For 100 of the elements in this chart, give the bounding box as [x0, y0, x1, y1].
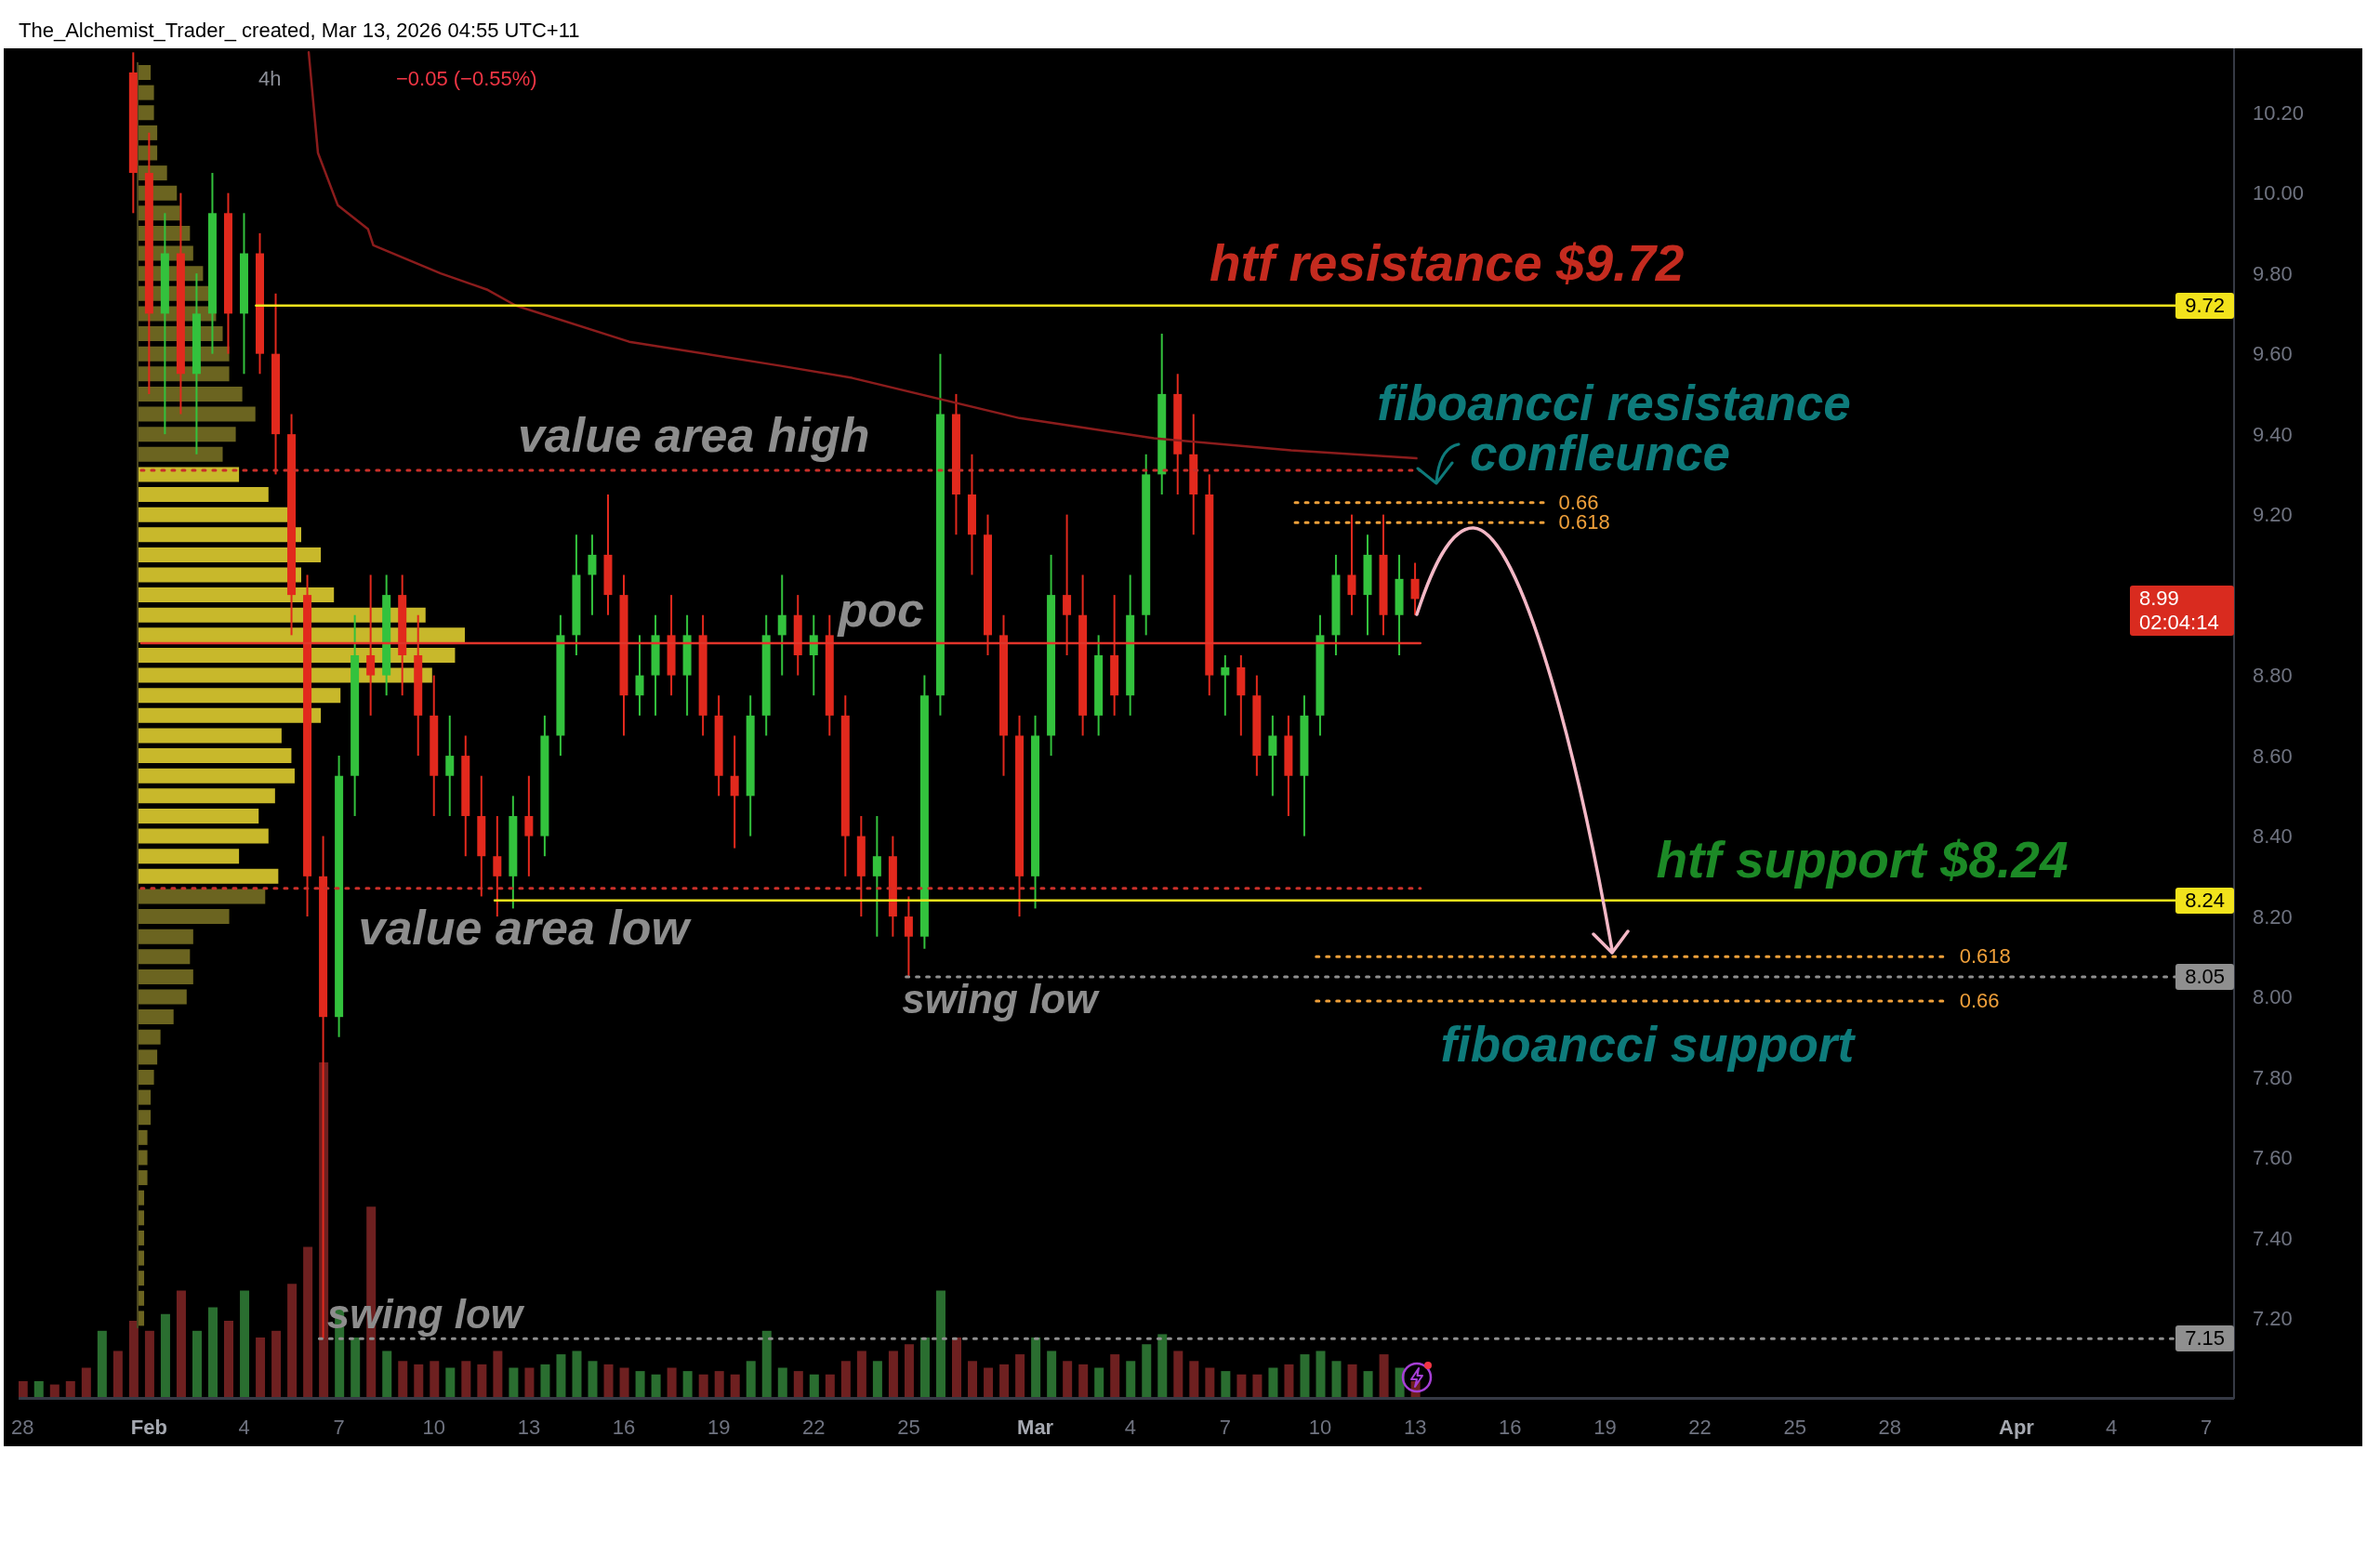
bar — [1363, 1371, 1373, 1398]
bar — [138, 1110, 152, 1126]
x-tick-label: 7 — [2201, 1416, 2213, 1439]
candlestick — [777, 573, 787, 677]
bar — [65, 1380, 75, 1398]
bar — [33, 1380, 44, 1398]
bar — [138, 1129, 148, 1145]
bar — [1205, 1367, 1215, 1398]
bar — [138, 467, 240, 482]
bar — [271, 1330, 282, 1398]
bar — [287, 1284, 298, 1398]
bar — [138, 989, 187, 1005]
bar — [1078, 1364, 1089, 1398]
candlestick — [1063, 513, 1072, 656]
bar — [682, 1371, 693, 1398]
bar — [398, 1361, 408, 1398]
annotation: −0.05 (−0.55%) — [396, 67, 537, 91]
bar — [635, 1371, 645, 1398]
series-label: 7.15 — [2175, 1325, 2234, 1352]
bar — [509, 1367, 519, 1398]
x-tick-label: 22 — [1688, 1416, 1712, 1439]
bar — [138, 1170, 148, 1186]
bar — [138, 768, 295, 784]
candlestick — [588, 534, 597, 616]
candlestick — [366, 573, 376, 717]
series-label: 8.24 — [2175, 887, 2234, 914]
candlestick — [1221, 653, 1230, 717]
y-tick-label: 10.20 — [2253, 100, 2305, 125]
bar — [138, 125, 158, 140]
bar — [919, 1338, 930, 1398]
bar — [138, 65, 152, 81]
bar — [112, 1351, 123, 1398]
annotation: value area low — [358, 900, 690, 955]
bar — [809, 1374, 819, 1398]
bar — [138, 688, 341, 704]
x-tick-label: 10 — [422, 1416, 446, 1439]
bar — [138, 1150, 148, 1166]
bar — [667, 1367, 677, 1398]
bar — [138, 1089, 152, 1105]
x-tick-label: 16 — [1499, 1416, 1522, 1439]
bar — [138, 849, 240, 864]
bar — [445, 1367, 456, 1398]
x-tick-label: 25 — [1783, 1416, 1806, 1439]
bar — [825, 1374, 835, 1398]
bar — [430, 1361, 440, 1398]
bar — [414, 1364, 424, 1398]
bar — [746, 1361, 756, 1398]
bar — [138, 728, 282, 744]
bar — [888, 1351, 898, 1398]
bar — [49, 1384, 60, 1398]
bar — [872, 1361, 882, 1398]
bar — [1316, 1351, 1326, 1398]
bar — [761, 1330, 772, 1398]
x-tick-label: 22 — [802, 1416, 826, 1439]
y-tick-label: 9.60 — [2253, 342, 2293, 366]
y-tick-label: 7.80 — [2253, 1065, 2293, 1089]
bar — [1047, 1351, 1057, 1398]
x-tick-label: 4 — [2105, 1416, 2118, 1439]
x-tick-label: 7 — [333, 1416, 345, 1439]
x-tick-label: Feb — [130, 1416, 167, 1439]
candlestick — [1268, 714, 1277, 797]
bar — [999, 1364, 1010, 1398]
bar — [493, 1351, 503, 1398]
y-tick-label: 7.40 — [2253, 1226, 2293, 1250]
annotation: value area high — [517, 408, 870, 463]
bar — [138, 909, 230, 925]
bar — [540, 1364, 550, 1398]
bar — [1063, 1361, 1073, 1398]
bar — [224, 1320, 234, 1398]
bar — [651, 1374, 661, 1398]
annotation: 02:04:14 — [2130, 611, 2234, 637]
candlestick — [872, 814, 881, 938]
bar — [730, 1374, 740, 1398]
y-tick-label: 8.40 — [2253, 824, 2293, 849]
candlestick — [904, 895, 913, 978]
text: The_Alchemist_Trader_ created, Mar 13, 2026 04:55 UTC+11 — [19, 19, 580, 42]
bar — [1221, 1371, 1231, 1398]
x-tick-label: 19 — [1593, 1416, 1617, 1439]
y-tick-label: 10.00 — [2253, 181, 2305, 205]
bar — [138, 547, 322, 562]
bar — [984, 1367, 994, 1398]
bar — [138, 868, 279, 884]
annotation: poc — [838, 583, 924, 637]
x-tick-label: 4 — [1124, 1416, 1136, 1439]
bar — [138, 85, 154, 100]
y-tick-label: 9.80 — [2253, 261, 2293, 285]
bar — [81, 1367, 91, 1398]
bar — [138, 828, 269, 844]
candlestick — [493, 814, 502, 918]
bar — [138, 587, 335, 603]
bar — [138, 889, 266, 904]
bar — [1252, 1374, 1263, 1398]
annotation: swing low — [902, 975, 1098, 1021]
bar — [714, 1371, 724, 1398]
x-tick-label: 19 — [707, 1416, 731, 1439]
bar — [572, 1351, 582, 1398]
bar — [793, 1371, 803, 1398]
candlestick — [730, 734, 739, 850]
bar — [1268, 1367, 1278, 1398]
bar — [138, 386, 243, 402]
